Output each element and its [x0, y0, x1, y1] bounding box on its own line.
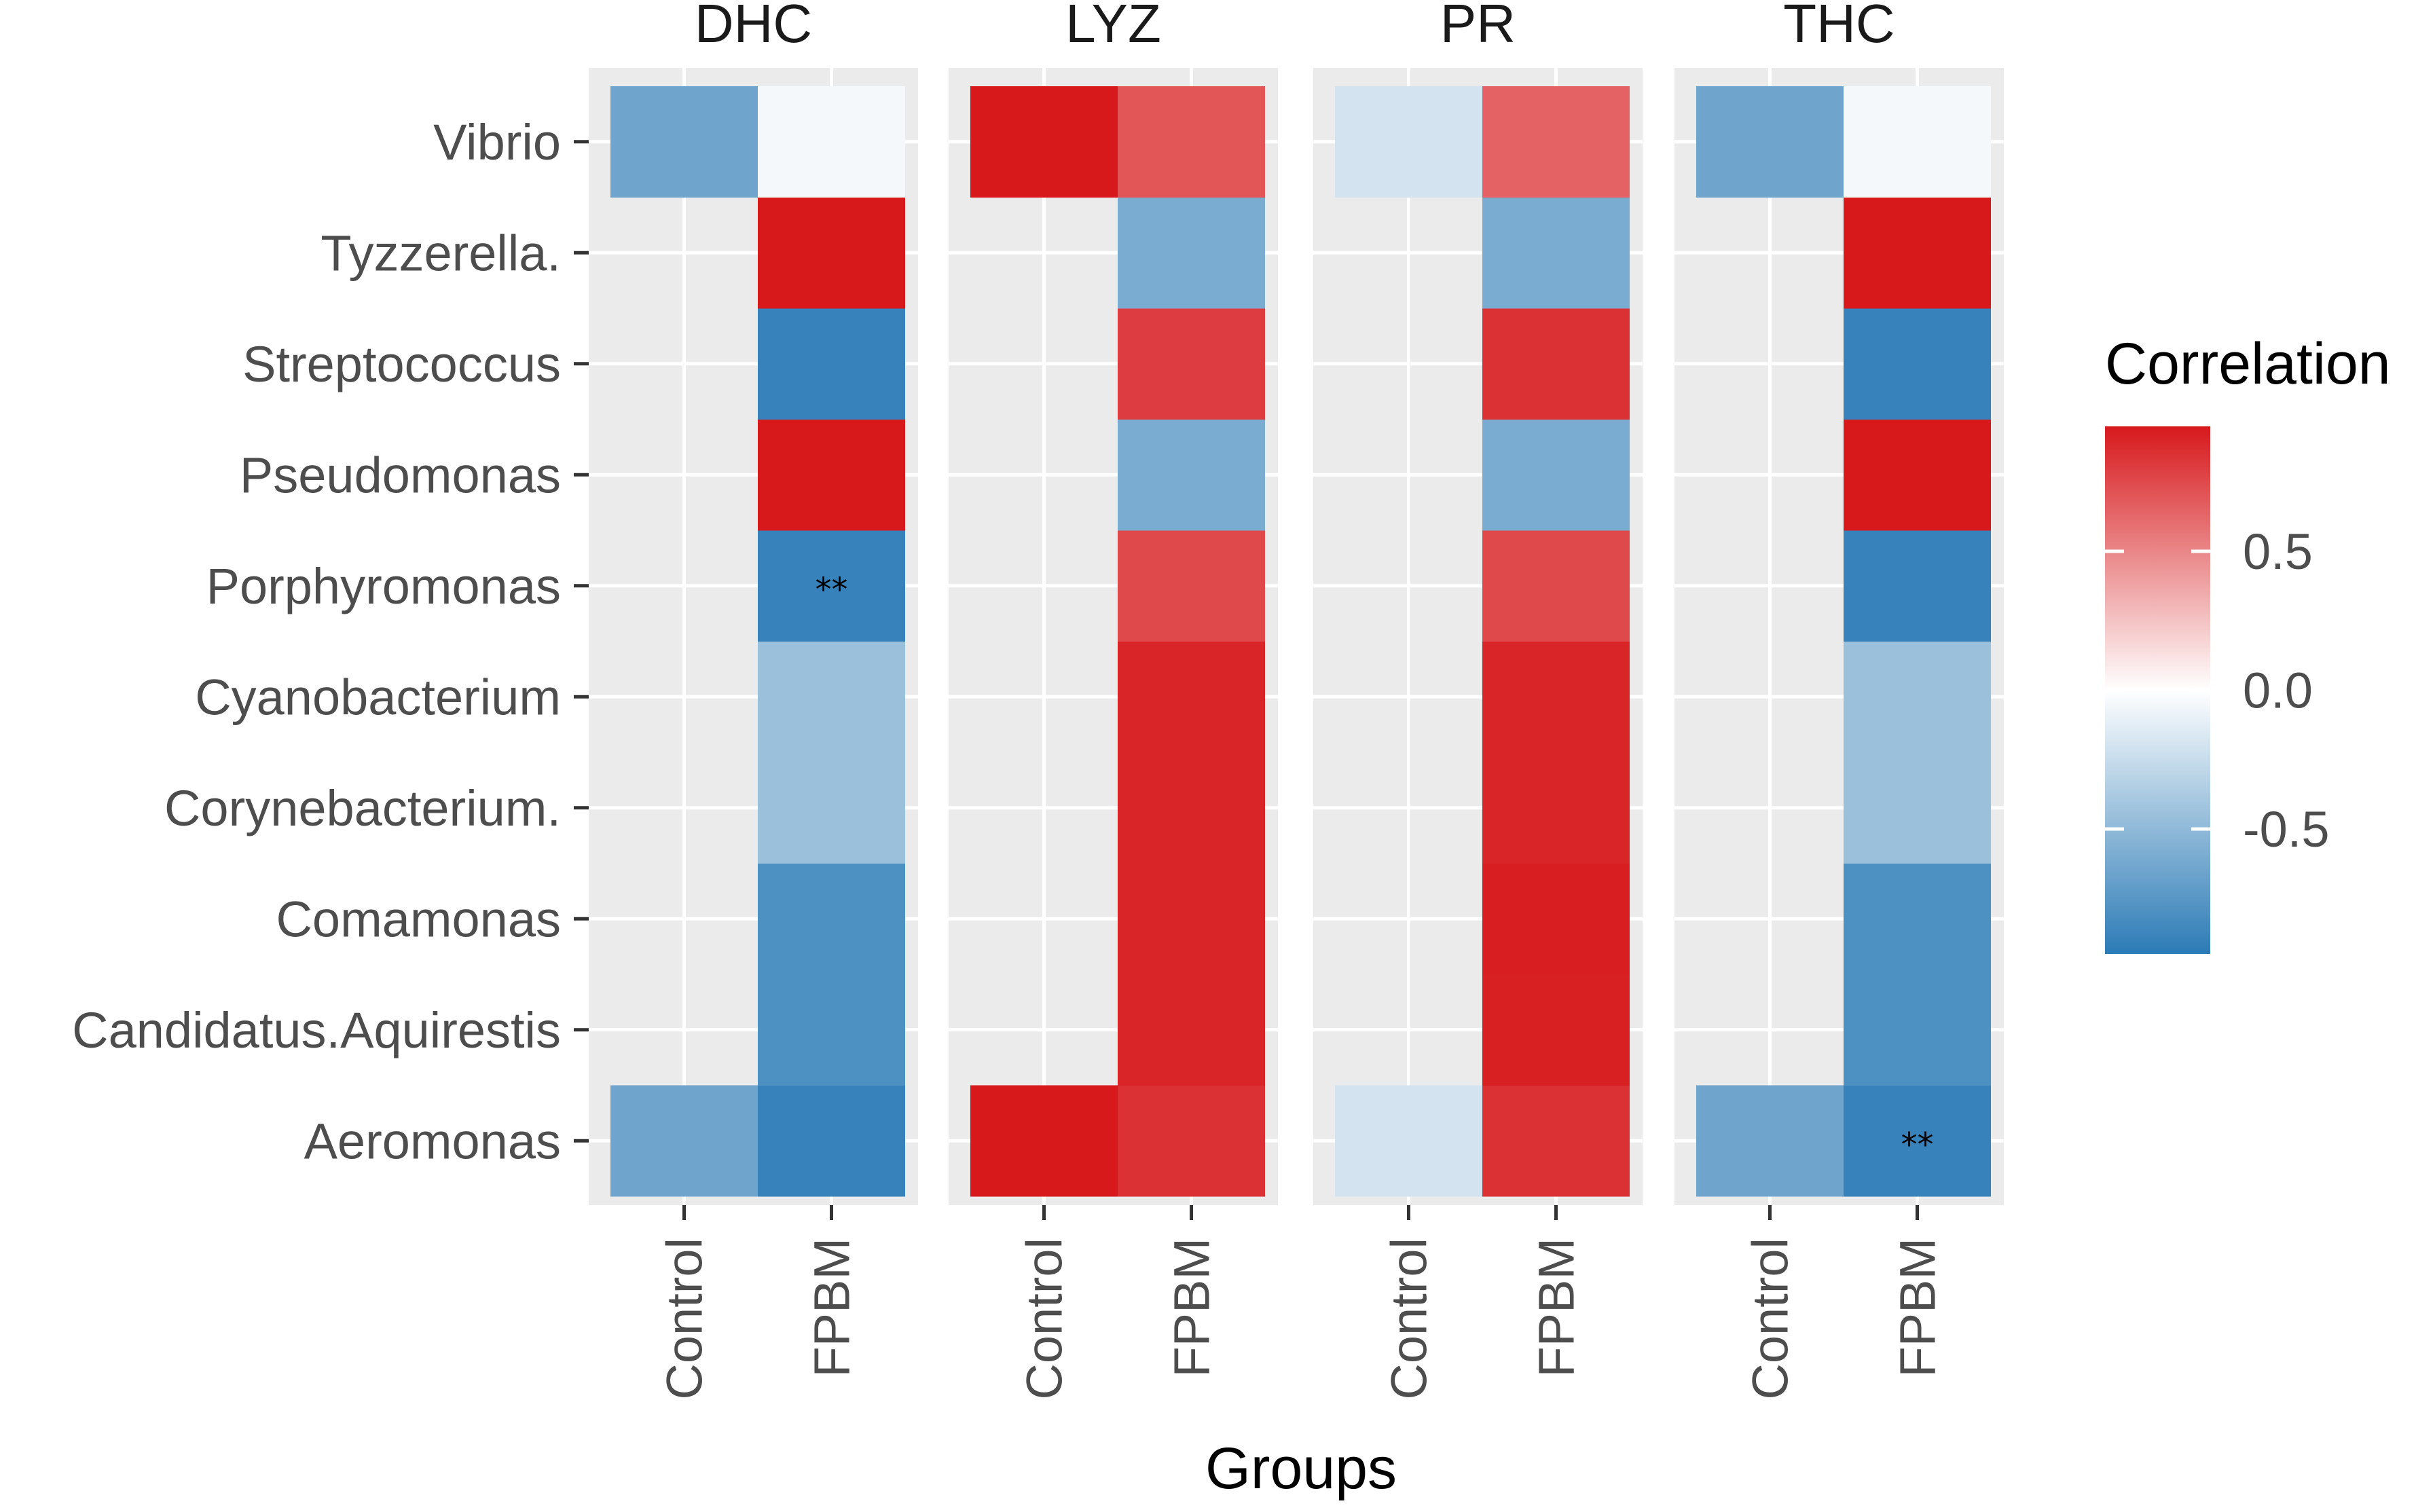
- heatmap-tile-thc-control-aeromonas: [1696, 1085, 1844, 1197]
- x-tick-label-fpbm: FPBM: [1164, 1238, 1220, 1378]
- heatmap-tile-thc-fpbm-tyzzerella: [1844, 197, 1991, 309]
- heatmap-tile-lyz-control-aeromonas: [970, 1085, 1118, 1197]
- x-tick-label-control: Control: [1381, 1238, 1438, 1400]
- y-tick-label: Pseudomonas: [240, 447, 561, 503]
- legend-tick-label: 0.0: [2243, 663, 2313, 719]
- y-tick-label: Porphyromonas: [206, 558, 561, 614]
- facet-panel-dhc: ** DHC Control FPBM: [589, 0, 918, 1400]
- heatmap-tile-pr-fpbm-porphyromonas: [1482, 530, 1630, 642]
- facet-strip-label: THC: [1783, 0, 1894, 54]
- heatmap-tile-pr-fpbm-corynebacterium: [1482, 752, 1630, 864]
- facet-panel-lyz: LYZ Control FPBM: [949, 0, 1278, 1400]
- heatmap-tile-dhc-fpbm-tyzzerella: [758, 197, 905, 309]
- y-tick-label: Cyanobacterium: [195, 669, 561, 725]
- heatmap-tile-thc-fpbm-porphyromonas: [1844, 530, 1991, 642]
- heatmap-tile-pr-fpbm-streptococcus: [1482, 308, 1630, 420]
- heatmap-tile-thc-fpbm-vibrio: [1844, 86, 1991, 198]
- heatmap-tile-thc-fpbm-streptococcus: [1844, 308, 1991, 420]
- facet-panel-thc: ** THC Control FPBM: [1674, 0, 2004, 1400]
- heatmap-tile-lyz-fpbm-aeromonas: [1118, 1085, 1265, 1197]
- heatmap-tile-dhc-control-vibrio: [610, 86, 758, 198]
- x-tick-label-fpbm: FPBM: [1890, 1238, 1946, 1378]
- heatmap-tile-thc-control-vibrio: [1696, 86, 1844, 198]
- heatmap-tile-dhc-fpbm-porphyromonas: [758, 530, 905, 642]
- heatmap-tile-lyz-fpbm-porphyromonas: [1118, 530, 1265, 642]
- facet-panel-pr: PR Control FPBM: [1313, 0, 1643, 1400]
- facet-strip-label: LYZ: [1065, 0, 1161, 54]
- legend-tick-label: 0.5: [2243, 523, 2313, 580]
- heatmap-tile-lyz-fpbm-comamonas: [1118, 863, 1265, 975]
- y-tick-label: Aeromonas: [304, 1113, 561, 1169]
- x-tick-label-control: Control: [1017, 1238, 1073, 1400]
- facet-strip-label: PR: [1440, 0, 1516, 54]
- heatmap-tile-lyz-fpbm-candidatusaquirestis: [1118, 974, 1265, 1086]
- x-tick-label-control: Control: [1742, 1238, 1799, 1400]
- legend-ticks: 0.5 0.0 -0.5: [2105, 523, 2330, 858]
- heatmap-tile-pr-control-aeromonas: [1335, 1085, 1482, 1197]
- y-tick-label: Comamonas: [276, 891, 561, 947]
- significance-label: **: [816, 571, 848, 609]
- heatmap-tile-lyz-fpbm-cyanobacterium: [1118, 641, 1265, 753]
- x-tick-label-fpbm: FPBM: [1528, 1238, 1585, 1378]
- heatmap-tile-pr-fpbm-candidatusaquirestis: [1482, 974, 1630, 1086]
- heatmap-tile-lyz-fpbm-streptococcus: [1118, 308, 1265, 420]
- facet-panels: ** DHC Control FPBM LYZ Control FPBM PR Control F…: [589, 0, 2004, 1400]
- heatmap-tile-dhc-fpbm-streptococcus: [758, 308, 905, 420]
- heatmap-tile-pr-control-vibrio: [1335, 86, 1482, 198]
- heatmap-tile-thc-fpbm-candidatusaquirestis: [1844, 974, 1991, 1086]
- heatmap-tile-thc-fpbm-corynebacterium: [1844, 752, 1991, 864]
- facet-strip-label: DHC: [695, 0, 812, 54]
- heatmap-tile-pr-fpbm-tyzzerella: [1482, 197, 1630, 309]
- heatmap-tile-lyz-fpbm-vibrio: [1118, 86, 1265, 198]
- heatmap-tile-thc-fpbm-aeromonas: [1844, 1085, 1991, 1197]
- heatmap-tile-pr-fpbm-comamonas: [1482, 863, 1630, 975]
- heatmap-tile-pr-fpbm-cyanobacterium: [1482, 641, 1630, 753]
- y-tick-label: Streptococcus: [242, 336, 561, 392]
- y-tick-label: Corynebacterium.: [164, 780, 561, 836]
- heatmap-tile-dhc-fpbm-vibrio: [758, 86, 905, 198]
- heatmap-tile-lyz-fpbm-tyzzerella: [1118, 197, 1265, 309]
- y-tick-label: Vibrio: [433, 114, 561, 170]
- heatmap-tile-lyz-fpbm-pseudomonas: [1118, 419, 1265, 531]
- heatmap-tile-thc-fpbm-comamonas: [1844, 863, 1991, 975]
- heatmap-tile-pr-fpbm-vibrio: [1482, 86, 1630, 198]
- x-tick-label-control: Control: [657, 1238, 713, 1400]
- heatmap-tile-dhc-fpbm-aeromonas: [758, 1085, 905, 1197]
- x-axis-title: Groups: [1205, 1436, 1397, 1501]
- x-tick-label-fpbm: FPBM: [804, 1238, 860, 1378]
- heatmap-tile-dhc-fpbm-corynebacterium: [758, 752, 905, 864]
- heatmap-tile-thc-fpbm-pseudomonas: [1844, 419, 1991, 531]
- heatmap-tile-lyz-fpbm-corynebacterium: [1118, 752, 1265, 864]
- color-legend: Correlation 0.5 0.0 -0.5: [2105, 331, 2391, 954]
- heatmap-tile-thc-fpbm-cyanobacterium: [1844, 641, 1991, 753]
- heatmap-tile-dhc-fpbm-comamonas: [758, 863, 905, 975]
- heatmap-tile-pr-fpbm-pseudomonas: [1482, 419, 1630, 531]
- legend-title: Correlation: [2105, 331, 2391, 397]
- y-tick-label: Candidatus.Aquirestis: [72, 1002, 561, 1058]
- heatmap-tile-pr-fpbm-aeromonas: [1482, 1085, 1630, 1197]
- heatmap-tile-dhc-fpbm-cyanobacterium: [758, 641, 905, 753]
- significance-label: **: [1901, 1126, 1934, 1164]
- heatmap-tile-lyz-control-vibrio: [970, 86, 1118, 198]
- heatmap-tile-dhc-fpbm-candidatusaquirestis: [758, 974, 905, 1086]
- y-tick-label: Tyzzerella.: [321, 225, 561, 281]
- heatmap-tile-dhc-fpbm-pseudomonas: [758, 419, 905, 531]
- heatmap-tile-dhc-control-aeromonas: [610, 1085, 758, 1197]
- y-axis-labels: Aeromonas Candidatus.Aquirestis Comamonas C…: [72, 114, 589, 1169]
- legend-tick-label: -0.5: [2243, 801, 2330, 858]
